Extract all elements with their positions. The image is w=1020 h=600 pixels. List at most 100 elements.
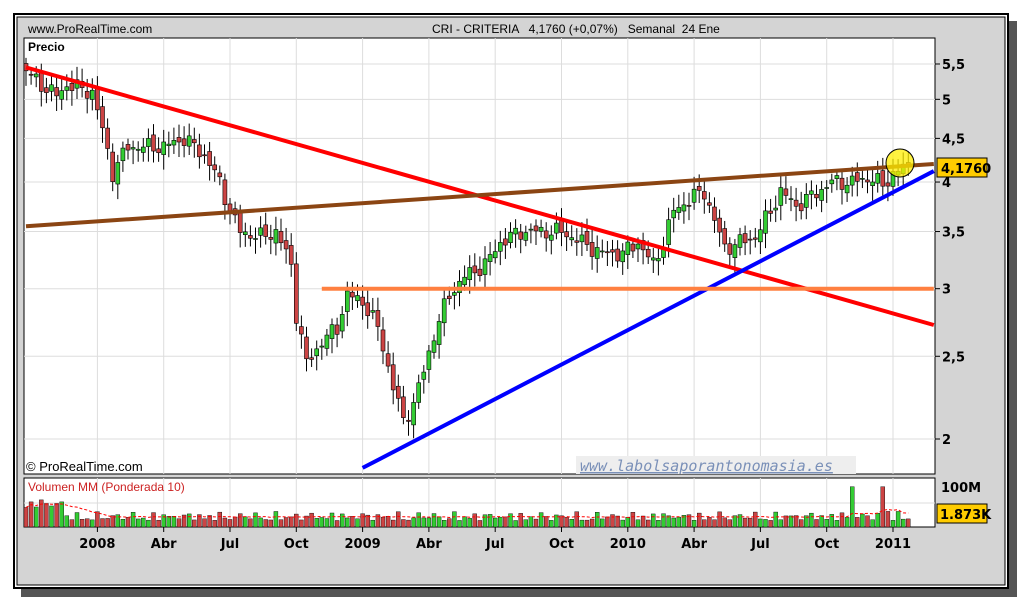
- instrument-title: CRI - CRITERIA 4,1760 (+0,07%) Semanal 2…: [432, 22, 720, 36]
- candle-body: [472, 265, 478, 274]
- trendlines: [25, 65, 935, 470]
- volume-bar: [375, 514, 381, 528]
- volume-bar: [493, 517, 498, 528]
- trendline-brown-resistance: [25, 161, 934, 229]
- candle-body: [181, 138, 187, 146]
- candle-body: [548, 234, 554, 241]
- candle-body: [243, 231, 248, 235]
- candle-body: [314, 348, 320, 357]
- volume-bar: [227, 519, 233, 528]
- candle-body: [880, 170, 886, 187]
- candle-body: [497, 242, 503, 252]
- volume-bar: [595, 512, 600, 528]
- candle-body: [615, 248, 620, 262]
- candle-body: [69, 82, 75, 91]
- volume-bar: [95, 511, 100, 528]
- volume-bar: [651, 513, 656, 528]
- volume-bar: [442, 520, 447, 528]
- candle-body: [115, 162, 121, 185]
- volume-bar: [309, 512, 314, 528]
- candle-body: [324, 334, 330, 349]
- volume-bar: [697, 512, 702, 528]
- volume-bar: [431, 513, 437, 528]
- candle-body: [207, 151, 212, 166]
- candle-body: [605, 251, 610, 254]
- volume-bar: [360, 513, 365, 528]
- volume-bar: [508, 513, 513, 528]
- volume-bar: [110, 515, 115, 528]
- candle-body: [717, 217, 722, 233]
- volume-bar: [84, 518, 90, 528]
- volume-bar: [436, 516, 442, 528]
- volume-bar: [564, 516, 569, 528]
- volume-bar: [334, 520, 340, 528]
- volume-bar: [401, 519, 406, 528]
- candle-body: [625, 241, 631, 255]
- candle-body: [865, 179, 870, 183]
- highlight-circle: [885, 148, 915, 178]
- volume-bar: [717, 511, 722, 528]
- candle-body: [554, 222, 559, 234]
- candle-body: [38, 72, 44, 92]
- volume-bar: [559, 515, 564, 528]
- candle-body: [503, 238, 508, 246]
- candle-body: [696, 185, 702, 191]
- candle-body: [849, 175, 855, 186]
- candle-body: [278, 231, 284, 244]
- volume-bar: [635, 519, 641, 528]
- x-tick-label: 2010: [610, 537, 646, 552]
- candle-body: [192, 139, 197, 144]
- x-tick-label: Jul: [220, 537, 240, 552]
- volume-bar: [314, 518, 319, 528]
- candle-body: [421, 371, 427, 380]
- last-volume-label-bg: [936, 503, 988, 524]
- candle-body: [171, 140, 177, 146]
- candle-body: [809, 190, 814, 195]
- site-label: www.ProRealTime.com: [27, 22, 152, 36]
- volume-bar: [870, 519, 875, 528]
- volume-bar: [472, 513, 477, 528]
- volume-bar: [120, 519, 126, 528]
- candle-body: [288, 245, 294, 265]
- volume-bar: [702, 519, 707, 528]
- volume-bar: [268, 519, 273, 528]
- volume-bar: [156, 519, 161, 528]
- volume-bar: [753, 511, 758, 528]
- candle-body: [462, 276, 467, 286]
- volume-bar: [248, 518, 253, 528]
- volume-bar: [207, 515, 212, 528]
- volume-bar: [222, 517, 228, 528]
- candle-body: [59, 90, 65, 100]
- volume-bar: [212, 520, 217, 528]
- volume-bar: [243, 516, 248, 528]
- volume-bar: [758, 518, 763, 528]
- volume-bar: [79, 519, 85, 528]
- volume-bar: [793, 515, 799, 528]
- candle-body: [273, 229, 279, 244]
- volume-bar: [294, 513, 299, 528]
- candle-body: [533, 225, 539, 232]
- volume-bar: [355, 518, 360, 528]
- volume-bar: [880, 486, 885, 528]
- volume-bar: [809, 512, 814, 528]
- volume-bar: [615, 515, 620, 528]
- volume-bar: [151, 512, 156, 528]
- y-tick-label: 2: [942, 433, 951, 448]
- volume-bar: [299, 519, 304, 528]
- candle-body: [508, 231, 513, 244]
- volume-bar: [554, 514, 559, 528]
- y-tick-label: 2,5: [942, 350, 965, 365]
- candle-body: [599, 250, 605, 253]
- candle-body: [803, 194, 809, 208]
- volume-bar: [350, 516, 355, 528]
- volume-bar: [676, 516, 681, 528]
- volume-bar: [671, 517, 676, 528]
- candle-body: [630, 243, 636, 252]
- x-tick-label: Oct: [284, 537, 309, 552]
- volume-bar: [146, 519, 151, 528]
- volume-bar: [824, 519, 829, 528]
- candle-body: [523, 232, 529, 241]
- last-price-label: 4,1760: [941, 162, 991, 177]
- y-tick-label: 3,5: [942, 226, 965, 241]
